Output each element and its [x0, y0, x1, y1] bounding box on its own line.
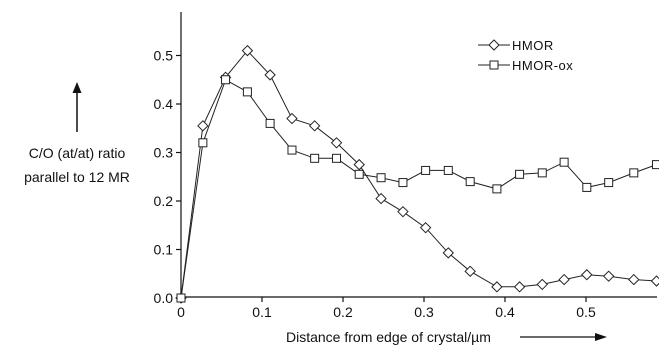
data-point-square: [332, 153, 342, 163]
series-layer: [175, 44, 659, 304]
legend-marker-square: [489, 60, 499, 70]
data-point-diamond: [375, 192, 387, 205]
y-tick-label: 0.4: [154, 96, 174, 112]
series-line: [180, 49, 657, 299]
data-point-diamond: [397, 205, 409, 218]
data-point-square: [559, 157, 569, 167]
data-point-diamond: [419, 221, 432, 234]
legend-marker-diamond: [488, 39, 500, 51]
data-point-square: [398, 178, 408, 188]
data-point-square: [465, 177, 475, 187]
data-point-diamond: [558, 273, 570, 286]
data-point-square: [242, 87, 252, 97]
x-tick-label: 0.1: [252, 304, 272, 320]
data-point-square: [310, 153, 320, 163]
data-point-diamond: [308, 120, 321, 132]
series-line: [180, 79, 657, 299]
x-axis-arrow-head: [595, 333, 607, 341]
y-tick-label: 0.0: [154, 290, 174, 306]
data-point-square: [443, 165, 453, 175]
x-tick-label: 0.3: [414, 304, 434, 320]
legend-label: HMOR: [512, 38, 554, 53]
data-point-square: [651, 160, 659, 170]
y-axis-label-line-2: parallel to 12 MR: [24, 169, 130, 185]
data-point-square: [629, 168, 639, 178]
data-point-square: [537, 168, 547, 178]
x-tick-label: 0.2: [333, 304, 353, 320]
y-tick-label: 0.1: [154, 242, 174, 258]
data-point-square: [492, 184, 502, 194]
data-point-square: [221, 75, 231, 85]
data-point-diamond: [264, 69, 276, 81]
y-tick-label: 0.5: [154, 48, 174, 64]
data-point-diamond: [491, 281, 503, 293]
data-point-square: [582, 182, 592, 192]
data-point-diamond: [197, 120, 209, 132]
data-point-diamond: [581, 269, 593, 281]
x-tick-label: 0: [177, 304, 185, 320]
x-axis-label: Distance from edge of crystal/µm: [286, 329, 491, 345]
data-point-diamond: [241, 44, 254, 57]
data-point-square: [376, 173, 386, 183]
data-point-square: [604, 178, 614, 188]
data-point-square: [265, 118, 275, 128]
data-point-square: [198, 138, 208, 148]
y-axis-arrow-head: [72, 82, 82, 93]
data-point-diamond: [650, 275, 659, 287]
legend-item: HMOR-ox: [478, 58, 573, 73]
data-point-diamond: [602, 270, 615, 282]
data-point-diamond: [536, 278, 548, 291]
data-point-square: [421, 165, 431, 175]
data-point-diamond: [513, 281, 526, 293]
data-point-diamond: [442, 247, 455, 259]
data-point-square: [515, 169, 525, 179]
legend: HMOR HMOR-ox: [478, 38, 573, 73]
series-square: [176, 75, 659, 303]
data-point-diamond: [330, 137, 343, 149]
data-point-diamond: [464, 265, 476, 278]
legend-label: HMOR-ox: [512, 58, 573, 73]
axis-labels: C/O (at/at) ratio parallel to 12 MR Dist…: [24, 82, 607, 345]
data-point-square: [176, 293, 186, 303]
data-point-diamond: [353, 158, 365, 171]
data-point-square: [354, 169, 364, 179]
x-tick-label: 0.4: [495, 304, 515, 320]
y-tick-label: 0.3: [154, 145, 174, 161]
data-point-diamond: [286, 112, 298, 125]
data-point-square: [287, 145, 297, 155]
x-tick-label: 0.5: [576, 304, 596, 320]
y-tick-label: 0.2: [154, 193, 174, 209]
y-axis-label-line-1: C/O (at/at) ratio: [29, 145, 126, 161]
legend-item: HMOR: [478, 38, 554, 53]
axes: 0.0 0.1 0.2 0.3 0.4 0.5 0 0.1 0.2 0.3 0.4 0.5: [154, 12, 657, 320]
data-point-diamond: [628, 273, 640, 286]
